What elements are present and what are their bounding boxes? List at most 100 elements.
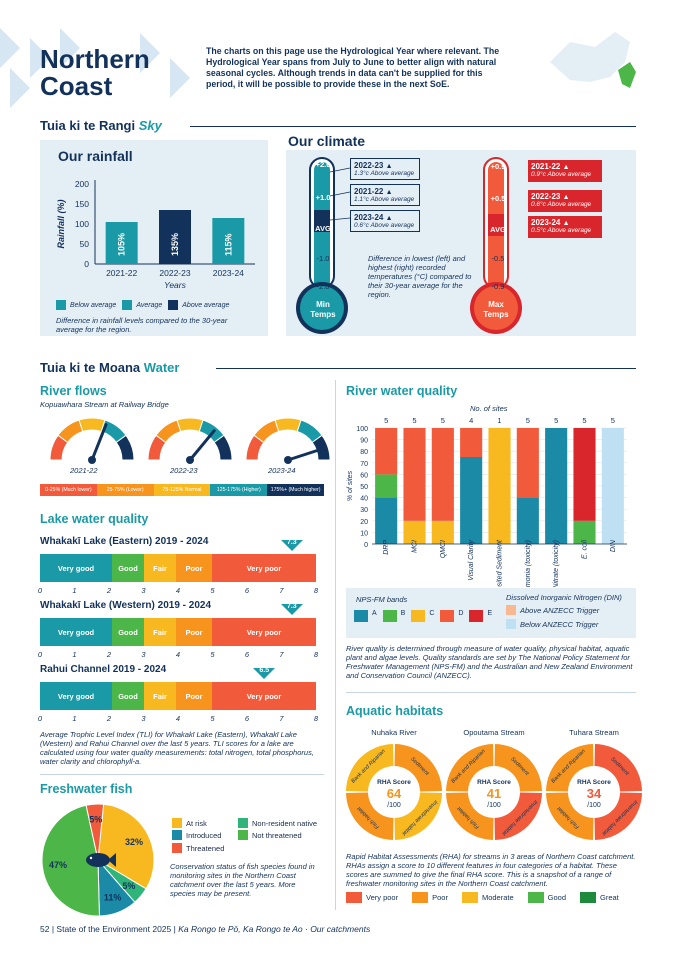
rha-center — [469, 767, 519, 817]
max-callout-2: 2023-24 ▲ 0.5°c Above average — [528, 216, 602, 238]
tli-scale-tick: 6 — [244, 650, 250, 659]
rq-category-label: Ammonia (toxicity) — [525, 540, 532, 587]
tli-band: Good — [112, 618, 144, 646]
swatch-introduced — [172, 830, 182, 840]
rq-bar-segment — [403, 520, 426, 544]
max-label-1: Max — [488, 300, 504, 309]
tli-scale-tick: 0 — [37, 586, 43, 595]
rha-score: 34 — [587, 786, 602, 801]
nps-band-b: B — [400, 610, 406, 617]
rq-site-count: 5 — [412, 416, 416, 425]
fish-legend-1-label: Non-resident native — [252, 818, 318, 828]
rq-ytick: 60 — [360, 472, 368, 479]
rha-legend-3: Good — [547, 893, 566, 902]
tli-band: Very good — [40, 618, 112, 646]
footer: 52 | State of the Environment 2025 | Ka … — [40, 924, 370, 934]
tli-scale-tick: 7 — [279, 714, 284, 723]
rq-bar-segment — [460, 428, 483, 457]
fish-note: Conservation status of fish species foun… — [170, 862, 315, 898]
max-tick-4: -0.9 — [491, 282, 505, 291]
rq-site-count: 5 — [441, 416, 445, 425]
up-arrow-icon: ▲ — [562, 164, 570, 171]
up-arrow-icon: ▲ — [562, 220, 570, 227]
pie-slice — [41, 804, 100, 917]
rainfall-legend-above: Above average — [182, 301, 230, 309]
min-callout-0: 2022-23 ▲ 1.3°c Above average — [350, 158, 420, 180]
tli-scale: 0 1 2 3 4 5 6 7 8 — [38, 650, 318, 660]
tli-band-row: Very good Good Fair Poor Very poor — [40, 618, 316, 646]
min-tick-3: -1.0 — [316, 254, 330, 263]
rainfall-legend-below: Below average — [70, 301, 117, 309]
swatch-poor — [412, 892, 429, 903]
din-above-label: Above ANZECC Trigger — [520, 605, 600, 615]
rq-site-count: 5 — [554, 416, 558, 425]
rainfall-chart: 0 50 100 150 200 Rainfall (%) 105% 2021-22 135% 2… — [56, 179, 255, 290]
pie-label: 32% — [125, 837, 143, 847]
nps-band-a: A — [372, 610, 377, 617]
rha-legend-1: Poor — [432, 893, 448, 902]
rq-category-label: QMCI — [440, 540, 447, 558]
max-label: Max Temps — [481, 300, 511, 320]
tli-marker-label: 7.3 — [286, 603, 297, 610]
habitats-note: Rapid Habitat Assessments (RHA) for stre… — [346, 852, 636, 888]
water-divider — [216, 368, 636, 369]
footer-sep: | — [51, 924, 57, 934]
rq-category-label: DRP — [383, 540, 390, 555]
gauge-needle — [188, 429, 216, 462]
nps-band-legend: A B C D E — [354, 610, 492, 622]
tli-scale-tick: 1 — [72, 650, 77, 659]
rha-segment — [594, 744, 642, 792]
min-tick-2: AVG — [315, 224, 331, 233]
rainfall-title: Our rainfall — [58, 148, 133, 164]
rq-bar-segment — [516, 428, 539, 498]
fish-title: Freshwater fish — [40, 782, 133, 796]
river-flow-gauges — [49, 417, 330, 464]
rha-stream-name: Tuhara Stream — [569, 728, 619, 737]
river-flows-title: River flows — [40, 384, 107, 398]
rha-segment — [346, 744, 394, 792]
din-below-label: Below ANZECC Trigger — [520, 619, 599, 629]
fish-legend-4-label: Threatened — [186, 843, 225, 853]
fish-legend-3: Not threatened — [238, 830, 302, 840]
gauge-needle — [90, 423, 108, 462]
min-label: Min Temps — [308, 300, 338, 320]
header-pattern — [0, 28, 190, 108]
max-callout-1: 2022-23 ▲ 0.6°c Above average — [528, 190, 602, 212]
min-label-1: Min — [316, 300, 330, 309]
rq-site-count: 5 — [526, 416, 530, 425]
fish-legend-2: Introduced — [172, 830, 221, 840]
max-tick-3: -0.5 — [491, 254, 505, 263]
gauge-segment — [274, 417, 302, 433]
up-arrow-icon: ▲ — [562, 194, 570, 201]
up-arrow-icon: ▲ — [385, 189, 393, 196]
river-divider — [346, 692, 636, 693]
flow-band-2: 75-125% Normal — [153, 484, 211, 496]
rha-stream-name: Opoutama Stream — [463, 728, 525, 737]
rq-site-count: 5 — [582, 416, 586, 425]
page-title-line1: Northern — [40, 44, 150, 74]
min-callout-2-text: 0.6°c Above average — [354, 222, 415, 229]
tli-scale-tick: 8 — [313, 586, 319, 595]
lake-quality-note: Average Trophic Level Index (TLI) for Wh… — [40, 730, 314, 766]
max-tick-2: AVG — [490, 225, 506, 234]
rha-score-out-of: /100 — [387, 802, 401, 809]
lake-name: Rahui Channel 2019 - 2024 — [40, 664, 167, 675]
lake-name: Whakakī Lake (Western) 2019 - 2024 — [40, 600, 212, 611]
nps-band-c: C — [429, 610, 435, 617]
rainfall-legend: Below average Average Above average — [56, 300, 229, 310]
swatch-at-risk — [172, 818, 182, 828]
tli-scale-tick: 7 — [279, 650, 284, 659]
rq-bar-segment — [545, 428, 568, 544]
gauge-needle — [286, 446, 326, 462]
swatch-moderate — [461, 892, 478, 903]
rha-segment — [546, 792, 594, 840]
rq-ytick: 70 — [360, 461, 368, 468]
max-callout-0-year: 2021-22 — [531, 162, 561, 171]
tli-scale-tick: 7 — [279, 586, 284, 595]
min-callout-1: 2021-22 ▲ 1.1°c Above average — [350, 184, 420, 206]
min-tick-4: -2.0 — [316, 282, 330, 291]
rainfall-legend-average: Average — [136, 301, 163, 309]
rha-stream-name: Nuhaka River — [371, 728, 417, 737]
rq-ylabel: % of sites — [347, 470, 354, 501]
